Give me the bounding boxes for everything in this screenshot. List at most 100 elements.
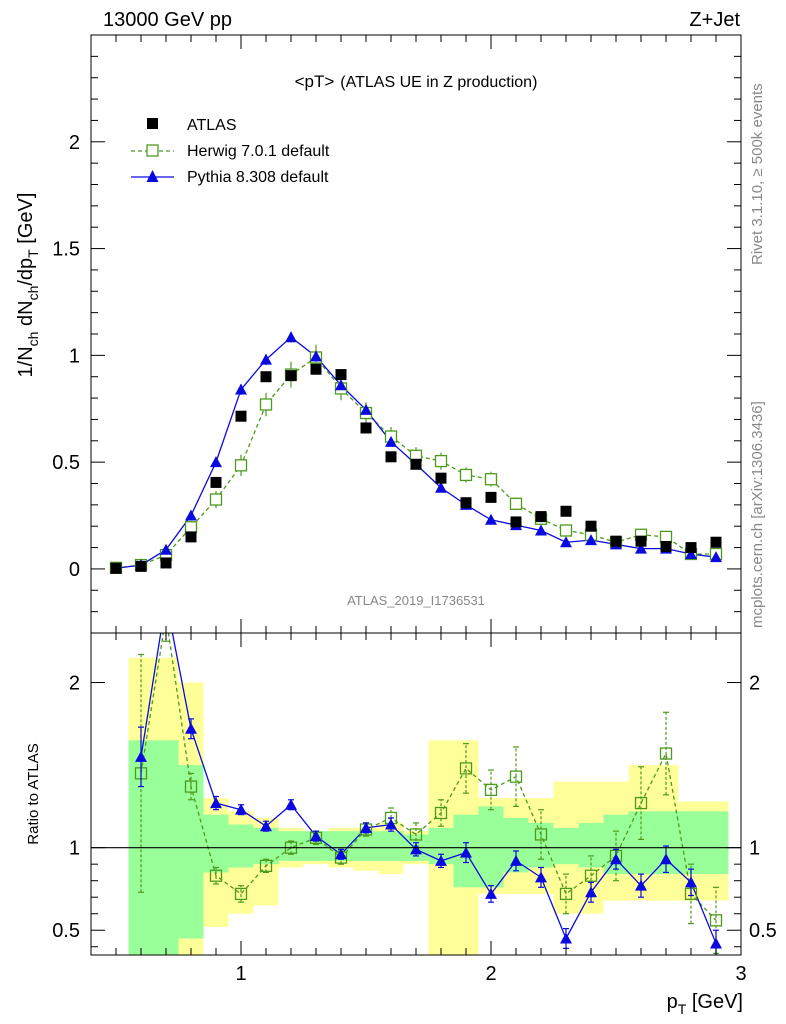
ratio-panel: 0.5 0.5 1 1 2 2 1 2 3 Ratio to ATLAS pT [GeV] [25, 594, 777, 1017]
ylabel-part-unit: [GeV] [15, 193, 37, 250]
pythia-point [335, 379, 347, 391]
legend-herwig-label: Herwig 7.0.1 default [187, 143, 330, 160]
ratio-pythia-point [510, 854, 522, 866]
pythia-point [385, 435, 397, 447]
ratio-pythia-point [660, 853, 672, 865]
main-y-tick-label: 1.5 [52, 239, 80, 261]
analysis-id: ATLAS_2019_I1736531 [347, 593, 485, 608]
energy-label: 13000 GeV pp [103, 9, 232, 31]
ratio-herwig-point [484, 783, 498, 797]
ratio-y-tick-label-left: 2 [69, 673, 80, 695]
legend-atlas-marker [147, 118, 158, 129]
ratio-pythia-point [635, 879, 647, 891]
rivet-version-label: Rivet 3.1.10, ≥ 500k events [749, 83, 766, 265]
ratio-herwig-point [409, 828, 423, 841]
herwig-point [234, 459, 248, 472]
ratio-pythia-point [410, 843, 422, 855]
ratio-herwig-point [509, 770, 523, 783]
atlas-point [335, 369, 347, 381]
herwig-point [259, 398, 273, 411]
herwig-point [434, 454, 448, 468]
ylabel-part-mid2: /dp [15, 258, 37, 286]
ratio-band-inner [478, 806, 504, 888]
ratio-pythia-point [160, 594, 172, 605]
ratio-x-tick-label: 1 [235, 963, 246, 985]
ratio-band-inner [253, 827, 279, 865]
atlas-point [485, 491, 497, 503]
ylabel-part-main: 1/N [15, 346, 37, 377]
atlas-point [385, 451, 397, 463]
ratio-data-layer [134, 594, 723, 955]
ratio-pythia-point [210, 797, 222, 809]
ratio-pythia-point [460, 846, 472, 858]
ratio-band-inner [178, 765, 204, 939]
pythia-point [685, 547, 697, 559]
ratio-herwig-line [140, 633, 717, 921]
pythia-point [310, 350, 322, 362]
ratio-y-tick-label-left: 1 [69, 838, 80, 860]
ratio-herwig-point [259, 859, 273, 872]
herwig-point [484, 473, 498, 486]
pythia-point [435, 481, 447, 493]
ratio-x-tick-label: 2 [485, 963, 496, 985]
herwig-point [659, 530, 673, 544]
main-y-tick-label: 0 [69, 559, 80, 581]
ratio-pythia-point [285, 798, 297, 810]
ratio-pythia-point [235, 803, 247, 815]
ratio-pythia-point [710, 937, 722, 949]
ratio-herwig-point [559, 887, 573, 901]
ratio-pythia-point [435, 854, 447, 866]
pythia-point [360, 403, 372, 415]
ratio-herwig-point [709, 914, 723, 927]
atlas-point [585, 520, 597, 532]
ratio-y-tick-label-right: 0.5 [749, 920, 777, 942]
pythia-point [485, 513, 497, 525]
atlas-point [310, 363, 322, 375]
atlas-point [410, 458, 422, 470]
atlas-point [610, 535, 622, 547]
legend-atlas-label: ATLAS [187, 117, 237, 134]
herwig-point [559, 524, 573, 537]
ratio-pythia-point [260, 820, 272, 832]
main-y-tick-label: 0.5 [52, 452, 80, 474]
atlas-point [360, 422, 372, 434]
atlas-point [510, 516, 522, 528]
herwig-point [459, 468, 473, 482]
mcplots-label: mcplots.cern.ch [arXiv:1306.3436] [749, 401, 766, 628]
atlas-point [710, 536, 722, 548]
ratio-band-inner [553, 827, 579, 865]
herwig-point [209, 493, 223, 506]
ratio-axis-ticks: 0.5 0.5 1 1 2 2 1 2 3 [52, 633, 777, 985]
pythia-point [260, 353, 272, 365]
ratio-pythia-point [135, 750, 147, 762]
atlas-point [185, 531, 197, 543]
ratio-pythia-point [185, 722, 197, 734]
ratio-herwig-point [234, 887, 248, 901]
pythia-point [285, 331, 297, 343]
main-data-layer [109, 331, 723, 575]
atlas-point [210, 476, 222, 488]
ratio-y-tick-label-right: 2 [749, 673, 760, 695]
ratio-herwig-point [184, 780, 198, 793]
chart-subtitle: (ATLAS UE in Z production) [340, 74, 537, 91]
atlas-point [635, 535, 647, 547]
chart-title: <pT> (ATLAS UE in Z production) [295, 72, 538, 91]
atlas-point [660, 541, 672, 553]
ylabel-sub-1: ch [25, 332, 41, 347]
ratio-pythia-point [610, 853, 622, 865]
ratio-herwig-point [161, 611, 172, 622]
process-label: Z+Jet [689, 9, 740, 31]
ratio-pythia-point [685, 876, 697, 888]
ratio-herwig-point [584, 869, 598, 882]
atlas-point [460, 497, 472, 509]
main-y-axis-label: 1/Nch dNch/dpT [GeV] [15, 193, 41, 378]
legend: ATLAS Herwig 7.0.1 default Pythia 8.308 … [131, 117, 330, 186]
pythia-point [535, 524, 547, 536]
ratio-herwig-point [659, 747, 673, 760]
pythia-point [710, 551, 722, 563]
main-axis-ticks: 0 0.5 1 1.5 2 [52, 34, 742, 634]
ratio-herwig-point [459, 762, 473, 775]
ylabel-part-mid: dN [15, 300, 37, 331]
ratio-herwig-point [434, 806, 448, 820]
